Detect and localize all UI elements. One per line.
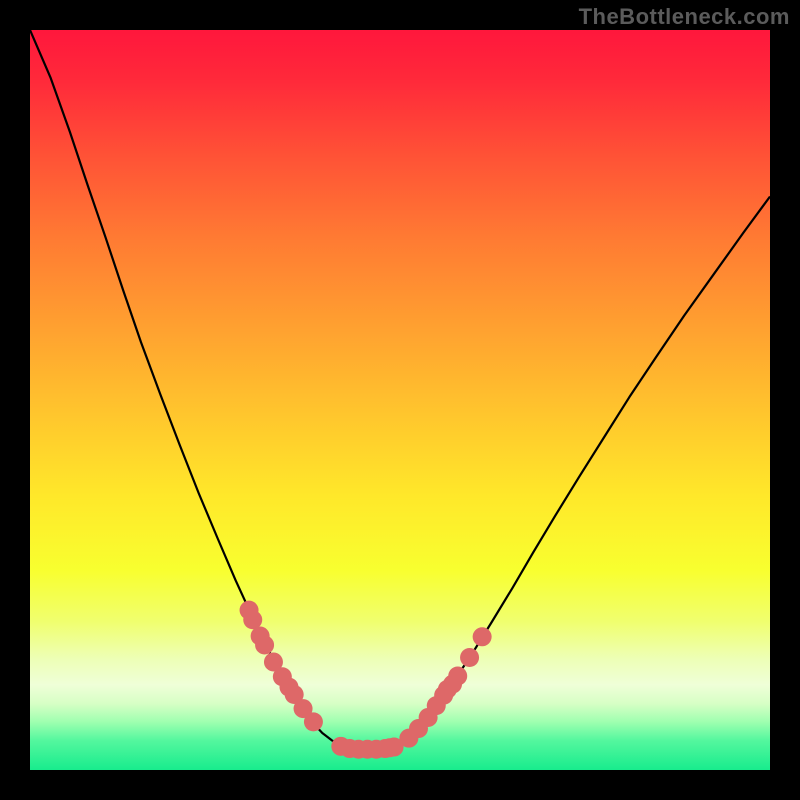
data-marker [443,675,462,694]
data-markers [240,601,492,759]
data-marker [243,610,262,629]
data-marker [473,627,492,646]
data-marker [380,738,399,757]
watermark-text: TheBottleneck.com [579,4,790,30]
data-marker [255,635,274,654]
bottleneck-curve [30,30,770,749]
data-marker [304,712,323,731]
data-marker [460,648,479,667]
chart-overlay [30,30,770,770]
plot-area [30,30,770,770]
